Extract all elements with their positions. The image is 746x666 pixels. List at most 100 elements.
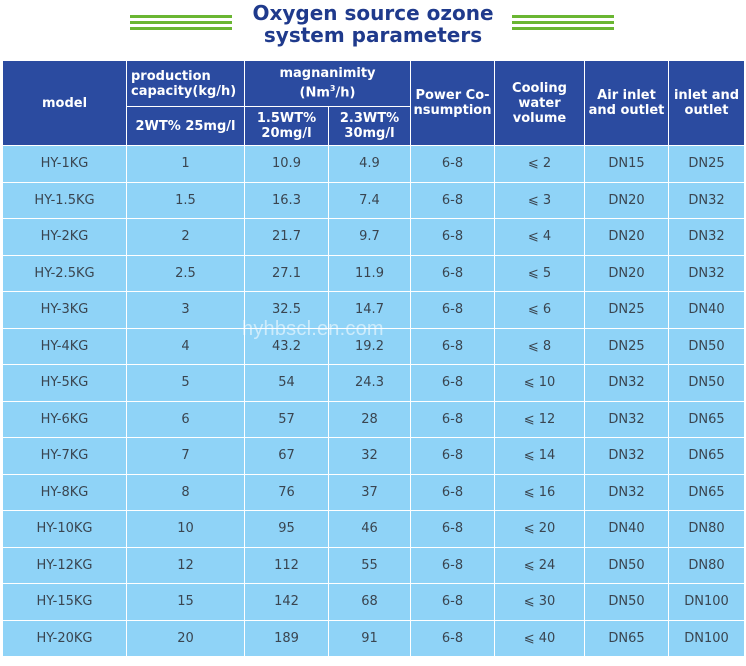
cell-cooling: ⩽ 3 bbox=[494, 181, 585, 219]
cell-capacity: 15 bbox=[126, 583, 245, 621]
cell-inlet: DN65 bbox=[668, 437, 745, 475]
subheader-mag-2: 2.3WT% 30mg/l bbox=[328, 106, 411, 146]
cell-model: HY-2.5KG bbox=[2, 254, 127, 292]
header-capacity: production capacity(kg/h) bbox=[126, 60, 245, 107]
cell-model: HY-12KG bbox=[2, 546, 127, 584]
table-row: HY-8KG 8 76 37 6-8 ⩽ 16 DN32 DN65 bbox=[2, 473, 745, 511]
cell-power: 6-8 bbox=[410, 218, 495, 256]
table-row: HY-7KG 7 67 32 6-8 ⩽ 14 DN32 DN65 bbox=[2, 437, 745, 475]
cell-air: DN20 bbox=[584, 181, 669, 219]
cell-mag-2: 91 bbox=[328, 619, 411, 657]
cell-model: HY-3KG bbox=[2, 291, 127, 329]
title-line-2: system parameters bbox=[263, 23, 483, 47]
cell-capacity: 4 bbox=[126, 327, 245, 365]
cell-capacity: 8 bbox=[126, 473, 245, 511]
cell-mag-2: 68 bbox=[328, 583, 411, 621]
cell-air: DN15 bbox=[584, 145, 669, 183]
cell-air: DN65 bbox=[584, 619, 669, 657]
header-inlet: inlet and outlet bbox=[668, 60, 745, 146]
cell-mag-2: 37 bbox=[328, 473, 411, 511]
cell-mag-1: 189 bbox=[244, 619, 329, 657]
cell-cooling: ⩽ 5 bbox=[494, 254, 585, 292]
cell-model: HY-15KG bbox=[2, 583, 127, 621]
table-row: HY-5KG 5 54 24.3 6-8 ⩽ 10 DN32 DN50 bbox=[2, 364, 745, 402]
cell-model: HY-10KG bbox=[2, 510, 127, 548]
cell-mag-1: 57 bbox=[244, 400, 329, 438]
cell-cooling: ⩽ 14 bbox=[494, 437, 585, 475]
cell-air: DN20 bbox=[584, 218, 669, 256]
header-air: Air inlet and outlet bbox=[584, 60, 669, 146]
subheader-capacity: 2WT% 25mg/l bbox=[126, 106, 245, 146]
cell-cooling: ⩽ 4 bbox=[494, 218, 585, 256]
cell-cooling: ⩽ 2 bbox=[494, 145, 585, 183]
cell-mag-2: 46 bbox=[328, 510, 411, 548]
cell-power: 6-8 bbox=[410, 619, 495, 657]
cell-mag-2: 24.3 bbox=[328, 364, 411, 402]
header-cooling: Cooling water volume bbox=[494, 60, 585, 146]
table-row: HY-10KG 10 95 46 6-8 ⩽ 20 DN40 DN80 bbox=[2, 510, 745, 548]
table-row: HY-1KG 1 10.9 4.9 6-8 ⩽ 2 DN15 DN25 bbox=[2, 145, 745, 183]
cell-inlet: DN50 bbox=[668, 364, 745, 402]
cell-power: 6-8 bbox=[410, 400, 495, 438]
cell-capacity: 1.5 bbox=[126, 181, 245, 219]
cell-mag-2: 55 bbox=[328, 546, 411, 584]
cell-capacity: 5 bbox=[126, 364, 245, 402]
table-row: HY-15KG 15 142 68 6-8 ⩽ 30 DN50 DN100 bbox=[2, 583, 745, 621]
table-row: HY-20KG 20 189 91 6-8 ⩽ 40 DN65 DN100 bbox=[2, 619, 745, 657]
cell-capacity: 20 bbox=[126, 619, 245, 657]
cell-power: 6-8 bbox=[410, 291, 495, 329]
cell-mag-1: 32.5 bbox=[244, 291, 329, 329]
table-row: HY-12KG 12 112 55 6-8 ⩽ 24 DN50 DN80 bbox=[2, 546, 745, 584]
cell-model: HY-1KG bbox=[2, 145, 127, 183]
magnanimity-unit: (Nm3/h) bbox=[299, 84, 356, 101]
cell-mag-1: 10.9 bbox=[244, 145, 329, 183]
cell-mag-2: 11.9 bbox=[328, 254, 411, 292]
table-row: HY-2.5KG 2.5 27.1 11.9 6-8 ⩽ 5 DN20 DN32 bbox=[2, 254, 745, 292]
cell-power: 6-8 bbox=[410, 510, 495, 548]
cell-inlet: DN32 bbox=[668, 254, 745, 292]
cell-inlet: DN25 bbox=[668, 145, 745, 183]
header-power: Power Co-nsumption bbox=[410, 60, 495, 146]
cell-capacity: 3 bbox=[126, 291, 245, 329]
cell-model: HY-8KG bbox=[2, 473, 127, 511]
cell-air: DN32 bbox=[584, 364, 669, 402]
page-title: Oxygen source ozone system parameters bbox=[180, 2, 566, 46]
cell-inlet: DN65 bbox=[668, 473, 745, 511]
cell-inlet: DN32 bbox=[668, 181, 745, 219]
cell-mag-1: 16.3 bbox=[244, 181, 329, 219]
cell-mag-2: 7.4 bbox=[328, 181, 411, 219]
cell-mag-1: 54 bbox=[244, 364, 329, 402]
cell-model: HY-7KG bbox=[2, 437, 127, 475]
cell-model: HY-2KG bbox=[2, 218, 127, 256]
cell-capacity: 10 bbox=[126, 510, 245, 548]
cell-cooling: ⩽ 20 bbox=[494, 510, 585, 548]
cell-model: HY-4KG bbox=[2, 327, 127, 365]
cell-mag-1: 76 bbox=[244, 473, 329, 511]
cell-power: 6-8 bbox=[410, 254, 495, 292]
cell-mag-2: 19.2 bbox=[328, 327, 411, 365]
subheader-mag-1: 1.5WT% 20mg/l bbox=[244, 106, 329, 146]
cell-power: 6-8 bbox=[410, 181, 495, 219]
decorative-lines-left bbox=[130, 15, 232, 33]
cell-mag-2: 28 bbox=[328, 400, 411, 438]
cell-model: HY-5KG bbox=[2, 364, 127, 402]
cell-inlet: DN40 bbox=[668, 291, 745, 329]
cell-model: HY-1.5KG bbox=[2, 181, 127, 219]
cell-cooling: ⩽ 30 bbox=[494, 583, 585, 621]
cell-air: DN32 bbox=[584, 473, 669, 511]
cell-power: 6-8 bbox=[410, 546, 495, 584]
cell-mag-1: 95 bbox=[244, 510, 329, 548]
table-row: HY-6KG 6 57 28 6-8 ⩽ 12 DN32 DN65 bbox=[2, 400, 745, 438]
cell-mag-1: 112 bbox=[244, 546, 329, 584]
cell-model: HY-20KG bbox=[2, 619, 127, 657]
cell-power: 6-8 bbox=[410, 583, 495, 621]
header-model: model bbox=[2, 60, 127, 146]
cell-mag-1: 67 bbox=[244, 437, 329, 475]
cell-capacity: 7 bbox=[126, 437, 245, 475]
cell-inlet: DN80 bbox=[668, 510, 745, 548]
cell-inlet: DN50 bbox=[668, 327, 745, 365]
cell-capacity: 6 bbox=[126, 400, 245, 438]
cell-air: DN50 bbox=[584, 546, 669, 584]
cell-cooling: ⩽ 8 bbox=[494, 327, 585, 365]
cell-cooling: ⩽ 10 bbox=[494, 364, 585, 402]
